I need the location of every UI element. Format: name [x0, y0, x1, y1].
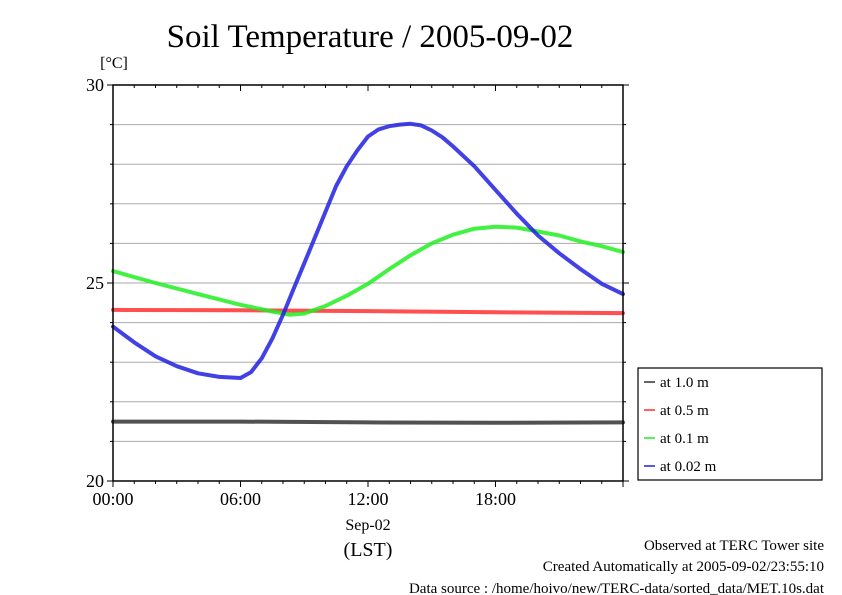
- legend-box: [637, 367, 823, 481]
- x-tick-label: 12:00: [347, 489, 388, 509]
- legend-label: at 0.02 m: [660, 459, 717, 475]
- x-tick-label: 00:00: [92, 489, 133, 509]
- legend-label: at 1.0 m: [660, 375, 709, 391]
- footer-source: Data source : /home/hoivo/new/TERC-data/…: [409, 581, 825, 595]
- y-tick-labels: 20 25 30: [86, 75, 104, 491]
- footer-site: Observed at TERC Tower site: [644, 538, 824, 554]
- legend-label: at 0.5 m: [660, 403, 709, 419]
- x-date-label: Sep-02: [345, 517, 390, 534]
- series-line-1: [111, 307, 625, 316]
- x-axis-label: (LST): [344, 539, 393, 561]
- legend: at 1.0 m at 0.5 m at 0.1 m at 0.02 m: [637, 367, 823, 481]
- plot-frame: [112, 84, 624, 482]
- x-tick-labels: 00:00 06:00 12:00 18:00: [92, 489, 516, 509]
- chart-title: Soil Temperature / 2005-09-02: [167, 19, 574, 55]
- x-tick-label: 18:00: [475, 489, 516, 509]
- y-tick-label: 30: [86, 75, 104, 95]
- series-line-0: [111, 419, 625, 425]
- x-tick-label: 06:00: [220, 489, 261, 509]
- footer-created: Created Automatically at 2005-09-02/23:5…: [543, 559, 824, 575]
- y-tick-label: 20: [86, 471, 104, 491]
- series-group: [111, 121, 625, 425]
- y-tick-label: 25: [86, 273, 104, 293]
- series-line-2: [111, 224, 625, 317]
- legend-label: at 0.1 m: [660, 431, 709, 447]
- y-axis-label: [°C]: [100, 55, 128, 72]
- series-line-3: [111, 121, 625, 380]
